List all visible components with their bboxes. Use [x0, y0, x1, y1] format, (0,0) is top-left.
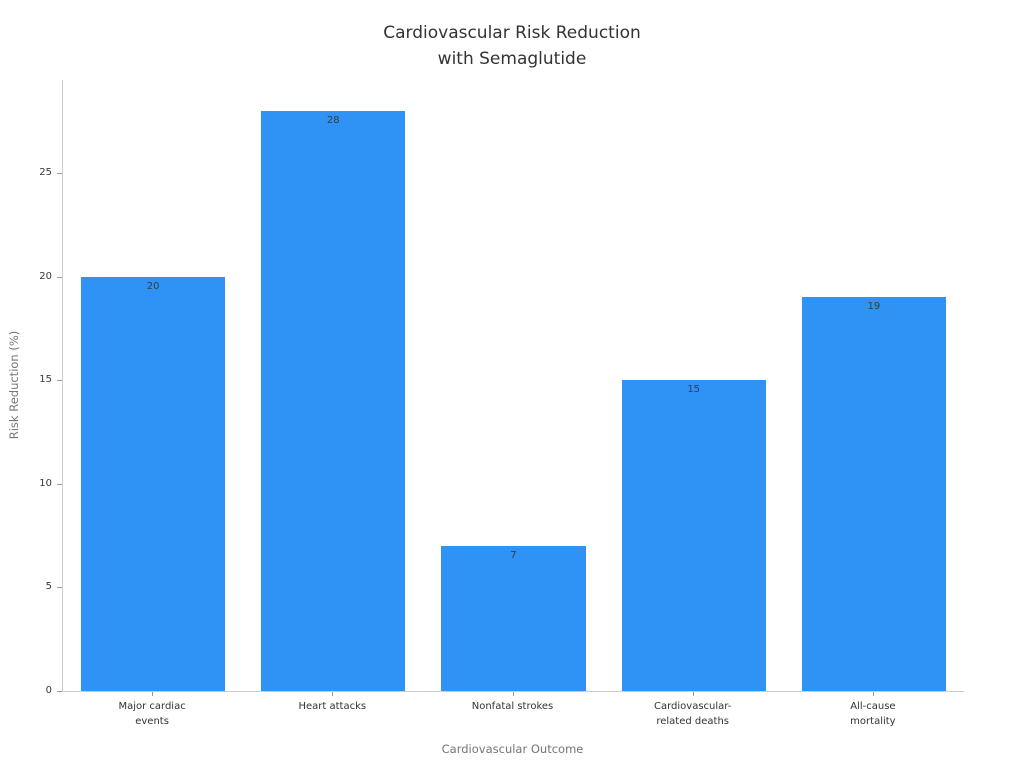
y-tick-label: 0: [45, 685, 52, 696]
bar: 19: [801, 297, 946, 691]
y-tick-label: 15: [39, 374, 52, 386]
x-tick-label: Heart attacks: [298, 701, 367, 712]
y-tick-mark: [57, 173, 62, 175]
x-tick-label: Major cardiac events: [118, 701, 186, 727]
bar: 15: [621, 380, 766, 691]
y-tick-label: 25: [39, 167, 52, 179]
bar-value-label: 19: [867, 301, 881, 313]
x-tick-mark: [692, 692, 694, 696]
chart-title: Cardiovascular Risk Reduction with Semag…: [383, 23, 641, 69]
x-tick-label: All-cause mortality: [850, 701, 896, 727]
bar-value-label: 15: [687, 384, 701, 396]
y-tick-mark: [57, 691, 62, 692]
x-tick-label: Nonfatal strokes: [471, 701, 554, 712]
x-tick-label: Cardiovascular- related deaths: [654, 701, 732, 727]
y-tick-mark: [57, 380, 62, 382]
bar: 28: [261, 111, 406, 691]
y-tick-mark: [57, 483, 62, 485]
x-axis-title: Cardiovascular Outcome: [441, 742, 584, 756]
bar: 7: [441, 546, 586, 691]
x-tick-mark: [872, 692, 874, 696]
bar: 20: [81, 276, 226, 691]
y-tick-label: 20: [39, 270, 52, 282]
x-tick-mark: [332, 692, 334, 696]
y-tick-mark: [57, 587, 62, 589]
bar-value-label: 7: [510, 550, 517, 562]
x-tick-mark: [512, 692, 514, 696]
x-tick-mark: [152, 692, 154, 696]
bar-value-label: 28: [326, 115, 340, 127]
y-tick-label: 10: [39, 477, 52, 489]
plot-area: 20 28 7 15 19: [62, 80, 964, 692]
bar-value-label: 20: [146, 280, 160, 292]
y-tick-label: 5: [45, 581, 52, 593]
y-tick-mark: [57, 276, 62, 278]
